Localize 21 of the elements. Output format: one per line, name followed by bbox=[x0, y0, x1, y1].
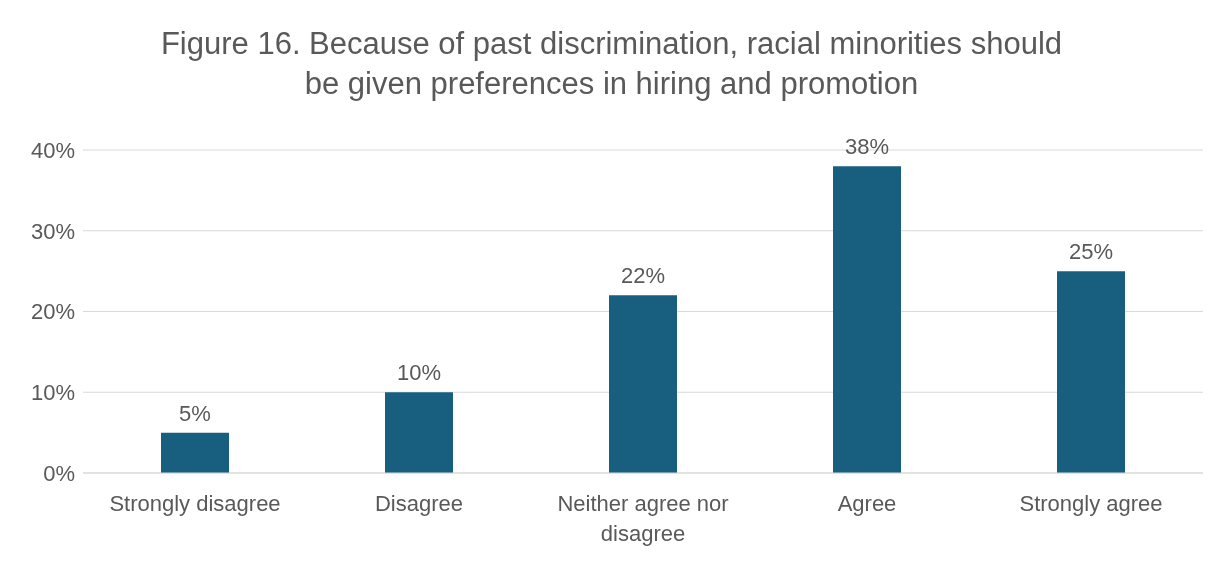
data-label: 10% bbox=[396, 360, 442, 386]
bar bbox=[833, 166, 901, 473]
bar bbox=[161, 432, 229, 473]
x-tick-label: Neither agree nor disagree bbox=[557, 491, 729, 546]
y-tick-label: 40% bbox=[30, 137, 75, 163]
x-tick-label: Strongly disagree bbox=[109, 491, 281, 516]
y-tick-label: 30% bbox=[30, 218, 75, 244]
bar bbox=[609, 295, 677, 473]
x-tick-label: Agree bbox=[837, 491, 897, 516]
y-tick-label: 20% bbox=[30, 299, 75, 325]
data-label: 25% bbox=[1068, 239, 1114, 265]
y-tick-label: 10% bbox=[30, 380, 75, 406]
chart-title: Figure 16. Because of past discrimination, racial minorities should be given preferences in hiring and promotion bbox=[159, 25, 1064, 103]
bar bbox=[385, 392, 453, 473]
data-label: 5% bbox=[179, 400, 211, 426]
y-tick-label: 0% bbox=[43, 460, 75, 486]
x-tick-label: Strongly agree bbox=[1019, 491, 1163, 516]
bar bbox=[1057, 271, 1125, 473]
data-label: 38% bbox=[844, 134, 890, 160]
data-label: 22% bbox=[620, 263, 666, 289]
x-tick-label: Disagree bbox=[374, 491, 464, 516]
